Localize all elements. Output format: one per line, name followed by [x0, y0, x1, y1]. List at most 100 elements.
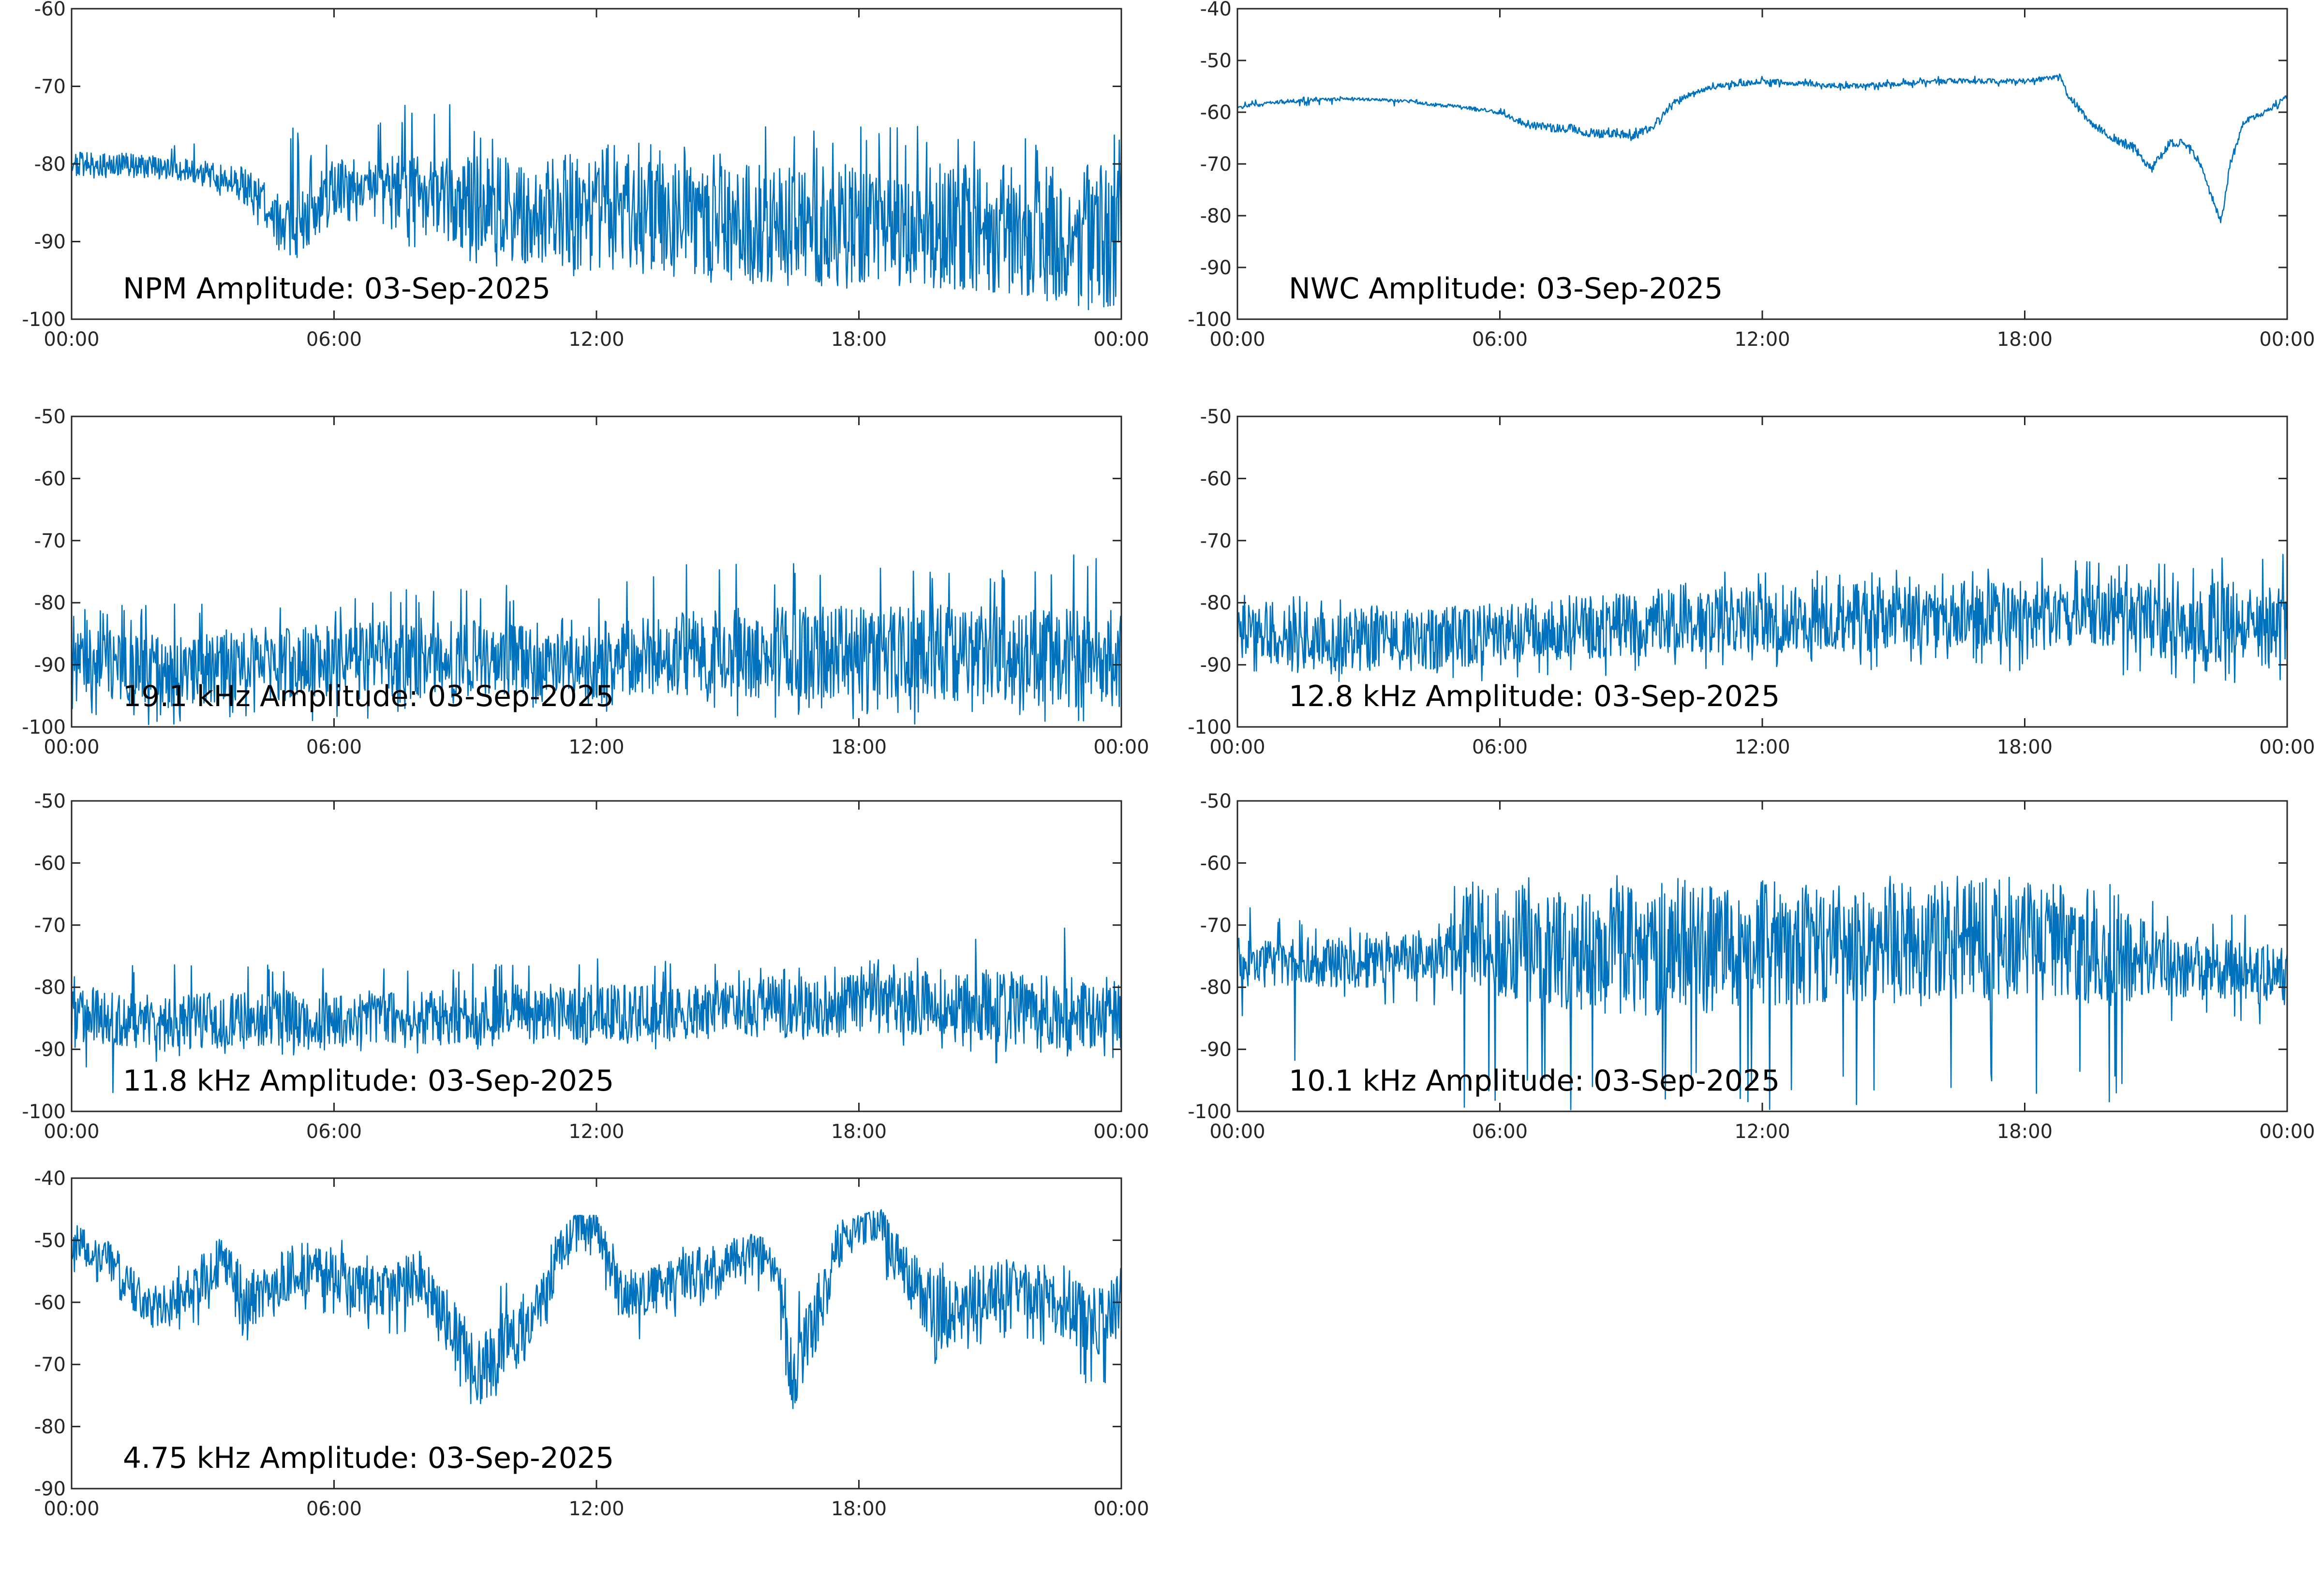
- x-tick-label: 12:00: [568, 328, 624, 351]
- y-tick-label: -70: [1200, 153, 1232, 176]
- x-tick-label: 06:00: [306, 736, 362, 758]
- y-tick-label: -90: [1200, 1039, 1232, 1061]
- x-tick-label: 00:00: [2259, 1121, 2315, 1143]
- panel-title: 19.1 kHz Amplitude: 03-Sep-2025: [123, 680, 614, 713]
- y-tick-label: -90: [1200, 654, 1232, 677]
- x-tick-label: 18:00: [1997, 1121, 2053, 1143]
- series-line: [72, 927, 1121, 1094]
- y-tick-label: -60: [34, 1292, 66, 1314]
- panel-title: NWC Amplitude: 03-Sep-2025: [1289, 272, 1723, 306]
- x-tick-label: 00:00: [1209, 328, 1265, 351]
- y-tick-label: -80: [34, 153, 66, 176]
- y-tick-label: -90: [34, 1039, 66, 1061]
- y-tick-label: -80: [34, 592, 66, 614]
- x-tick-label: 06:00: [1472, 736, 1528, 758]
- y-tick-label: -80: [34, 976, 66, 999]
- x-tick-label: 00:00: [44, 1121, 99, 1143]
- panel-title: 4.75 kHz Amplitude: 03-Sep-2025: [123, 1441, 614, 1475]
- y-tick-label: -80: [1200, 976, 1232, 999]
- x-tick-label: 12:00: [1734, 736, 1790, 758]
- y-tick-label: -50: [34, 1229, 66, 1252]
- x-tick-label: 00:00: [44, 736, 99, 758]
- y-tick-label: -40: [1200, 0, 1232, 20]
- x-tick-label: 06:00: [1472, 328, 1528, 351]
- y-tick-label: -50: [34, 406, 66, 428]
- y-tick-label: -100: [1188, 716, 1232, 739]
- x-tick-label: 00:00: [1093, 736, 1149, 758]
- x-tick-label: 18:00: [831, 1498, 887, 1520]
- x-tick-label: 00:00: [2259, 328, 2315, 351]
- axes-box: [1236, 415, 2288, 728]
- x-tick-label: 00:00: [44, 1498, 99, 1520]
- x-tick-label: 00:00: [1093, 1498, 1149, 1520]
- axes-box: [71, 800, 1122, 1112]
- x-tick-label: 00:00: [1209, 736, 1265, 758]
- y-tick-label: -70: [34, 530, 66, 552]
- x-tick-label: 12:00: [1734, 1121, 1790, 1143]
- axes-box: [1236, 8, 2288, 320]
- y-tick-label: -70: [1200, 530, 1232, 552]
- y-tick-label: -80: [1200, 205, 1232, 227]
- x-tick-label: 06:00: [306, 1498, 362, 1520]
- y-tick-label: -70: [34, 76, 66, 98]
- y-tick-label: -60: [34, 0, 66, 20]
- x-tick-label: 06:00: [1472, 1121, 1528, 1143]
- series-line: [1237, 73, 2287, 223]
- y-tick-label: -90: [34, 1478, 66, 1500]
- series-line: [1237, 554, 2287, 684]
- y-tick-label: -70: [1200, 915, 1232, 937]
- series-line: [1237, 875, 2287, 1110]
- y-tick-label: -80: [1200, 592, 1232, 614]
- x-tick-label: 18:00: [831, 328, 887, 351]
- x-tick-label: 18:00: [831, 736, 887, 758]
- x-tick-label: 18:00: [831, 1121, 887, 1143]
- panel-title: 11.8 kHz Amplitude: 03-Sep-2025: [123, 1064, 614, 1098]
- x-tick-label: 12:00: [568, 1498, 624, 1520]
- x-tick-label: 18:00: [1997, 328, 2053, 351]
- x-tick-label: 06:00: [306, 1121, 362, 1143]
- series-line: [72, 554, 1121, 725]
- series-line: [72, 104, 1121, 310]
- y-tick-label: -50: [1200, 50, 1232, 72]
- x-tick-label: 00:00: [44, 328, 99, 351]
- y-tick-label: -60: [1200, 468, 1232, 490]
- y-tick-label: -50: [1200, 790, 1232, 813]
- x-tick-label: 00:00: [1209, 1121, 1265, 1143]
- x-tick-label: 12:00: [1734, 328, 1790, 351]
- y-tick-label: -40: [34, 1167, 66, 1190]
- y-tick-label: -70: [34, 1354, 66, 1376]
- y-tick-label: -60: [34, 468, 66, 490]
- panel-title: NPM Amplitude: 03-Sep-2025: [123, 272, 551, 306]
- y-tick-label: -50: [1200, 406, 1232, 428]
- series-line: [72, 1209, 1121, 1409]
- y-tick-label: -100: [1188, 309, 1232, 331]
- y-tick-label: -100: [22, 1101, 66, 1123]
- y-tick-label: -60: [34, 852, 66, 874]
- x-tick-label: 06:00: [306, 328, 362, 351]
- y-tick-label: -100: [22, 716, 66, 739]
- x-tick-label: 12:00: [568, 736, 624, 758]
- y-tick-label: -90: [1200, 257, 1232, 279]
- y-tick-label: -70: [34, 915, 66, 937]
- y-tick-label: -100: [22, 309, 66, 331]
- x-tick-label: 00:00: [1093, 1121, 1149, 1143]
- x-tick-label: 00:00: [1093, 328, 1149, 351]
- y-tick-label: -100: [1188, 1101, 1232, 1123]
- panel-title: 10.1 kHz Amplitude: 03-Sep-2025: [1289, 1064, 1780, 1098]
- x-tick-label: 18:00: [1997, 736, 2053, 758]
- y-tick-label: -90: [34, 654, 66, 677]
- y-tick-label: -80: [34, 1416, 66, 1438]
- panel-title: 12.8 kHz Amplitude: 03-Sep-2025: [1289, 680, 1780, 713]
- x-tick-label: 00:00: [2259, 736, 2315, 758]
- y-tick-label: -50: [34, 790, 66, 813]
- y-tick-label: -60: [1200, 102, 1232, 124]
